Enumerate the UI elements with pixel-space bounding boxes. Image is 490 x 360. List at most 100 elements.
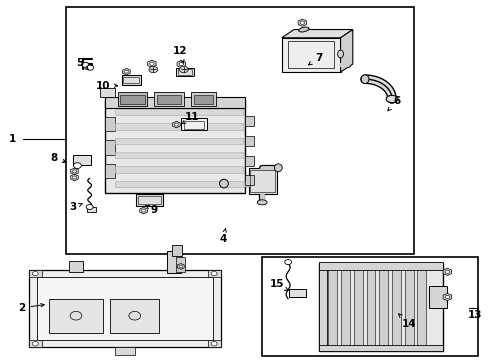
Bar bbox=[122, 75, 141, 85]
Bar bbox=[172, 245, 182, 256]
Circle shape bbox=[179, 66, 188, 73]
Polygon shape bbox=[71, 168, 78, 175]
Bar bbox=[245, 156, 254, 166]
Bar bbox=[245, 175, 254, 185]
Bar bbox=[208, 340, 220, 347]
Bar bbox=[105, 97, 245, 108]
Text: 2: 2 bbox=[19, 303, 44, 313]
Bar bbox=[250, 170, 275, 192]
Bar bbox=[354, 267, 363, 346]
Bar bbox=[282, 38, 341, 72]
Circle shape bbox=[129, 311, 141, 320]
Polygon shape bbox=[298, 19, 307, 26]
Text: 11: 11 bbox=[182, 112, 199, 124]
Circle shape bbox=[149, 62, 154, 66]
Circle shape bbox=[87, 65, 94, 70]
Polygon shape bbox=[147, 60, 156, 67]
Bar bbox=[115, 109, 243, 115]
Ellipse shape bbox=[386, 95, 398, 103]
Bar bbox=[115, 181, 243, 187]
Text: 14: 14 bbox=[398, 314, 416, 329]
Bar bbox=[87, 207, 96, 212]
Circle shape bbox=[32, 271, 38, 276]
Bar bbox=[115, 166, 243, 173]
Bar bbox=[249, 168, 277, 194]
Bar bbox=[66, 7, 414, 254]
Polygon shape bbox=[172, 121, 180, 128]
Circle shape bbox=[74, 163, 81, 168]
Ellipse shape bbox=[220, 179, 228, 188]
Polygon shape bbox=[341, 30, 353, 72]
Bar bbox=[105, 164, 115, 178]
Bar bbox=[37, 277, 213, 340]
Bar bbox=[157, 95, 181, 104]
Bar bbox=[105, 140, 115, 155]
Bar bbox=[405, 267, 414, 346]
Bar bbox=[176, 257, 185, 272]
Bar bbox=[100, 88, 115, 97]
Bar bbox=[29, 270, 220, 347]
Polygon shape bbox=[177, 264, 184, 269]
Bar bbox=[191, 92, 216, 106]
Bar bbox=[184, 121, 204, 129]
Circle shape bbox=[211, 342, 217, 346]
Text: 12: 12 bbox=[172, 46, 187, 63]
Bar bbox=[245, 116, 254, 126]
Polygon shape bbox=[443, 268, 452, 275]
Bar bbox=[115, 347, 135, 355]
Bar bbox=[392, 267, 401, 346]
Text: 3: 3 bbox=[69, 202, 82, 212]
Bar bbox=[154, 92, 184, 106]
Ellipse shape bbox=[274, 164, 282, 172]
Text: 10: 10 bbox=[96, 81, 118, 91]
Polygon shape bbox=[122, 68, 130, 75]
Circle shape bbox=[73, 176, 76, 179]
Circle shape bbox=[179, 265, 183, 268]
Circle shape bbox=[73, 170, 76, 173]
Ellipse shape bbox=[298, 27, 309, 32]
Circle shape bbox=[82, 62, 89, 67]
Text: 1: 1 bbox=[9, 134, 16, 144]
Text: 13: 13 bbox=[468, 310, 483, 320]
Bar bbox=[318, 262, 443, 270]
Bar bbox=[69, 261, 83, 272]
Text: 5: 5 bbox=[76, 58, 89, 70]
Bar bbox=[208, 270, 220, 277]
Bar bbox=[245, 136, 254, 146]
Text: 15: 15 bbox=[270, 279, 288, 291]
Bar bbox=[341, 267, 350, 346]
Bar bbox=[115, 152, 243, 158]
Circle shape bbox=[142, 209, 146, 212]
Bar bbox=[288, 41, 334, 68]
Bar bbox=[123, 77, 139, 83]
Bar bbox=[115, 123, 243, 130]
Circle shape bbox=[86, 204, 93, 210]
Bar bbox=[262, 257, 478, 356]
Bar bbox=[176, 68, 194, 76]
Bar bbox=[289, 289, 306, 297]
Bar bbox=[120, 95, 145, 104]
Bar bbox=[429, 286, 447, 308]
Bar bbox=[29, 270, 42, 277]
Circle shape bbox=[445, 270, 450, 274]
Text: 6: 6 bbox=[388, 96, 400, 111]
Circle shape bbox=[179, 63, 183, 66]
Bar bbox=[379, 267, 388, 346]
Circle shape bbox=[211, 271, 217, 276]
Bar bbox=[194, 95, 213, 104]
Bar bbox=[49, 299, 103, 333]
Ellipse shape bbox=[257, 200, 267, 205]
Circle shape bbox=[124, 70, 128, 73]
Circle shape bbox=[32, 342, 38, 346]
Bar bbox=[110, 299, 159, 333]
Bar bbox=[105, 117, 115, 131]
Bar bbox=[417, 267, 426, 346]
Polygon shape bbox=[282, 30, 353, 38]
Bar bbox=[73, 155, 91, 165]
Bar bbox=[318, 263, 327, 351]
Text: 8: 8 bbox=[50, 153, 66, 163]
Ellipse shape bbox=[338, 50, 343, 58]
Circle shape bbox=[445, 295, 450, 299]
Polygon shape bbox=[177, 60, 186, 68]
Bar bbox=[115, 138, 243, 144]
